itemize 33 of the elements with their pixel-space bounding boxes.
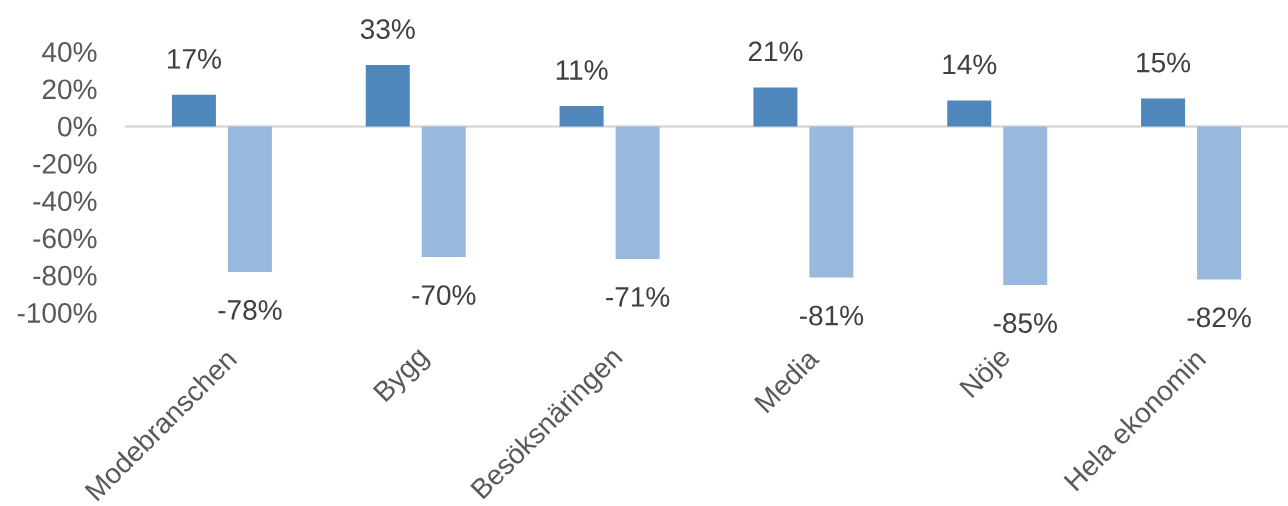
data-label: -85% [993,313,1057,333]
data-label: -81% [799,305,864,326]
data-label: 33% [360,19,415,39]
y-tick-label: 40% [42,42,97,62]
bar [559,106,604,127]
bar [947,100,992,127]
bar [227,126,272,272]
data-label: 11% [556,60,608,80]
bar [753,87,798,127]
bar [421,126,466,258]
data-label: -78% [218,300,282,320]
bar [1003,126,1048,286]
bar [1197,126,1242,280]
data-label: 14% [943,54,997,75]
bar [1141,98,1186,127]
y-tick-label: 0% [58,116,97,137]
y-tick-label: -20% [33,153,97,174]
data-label: 21% [748,41,803,62]
y-tick-label: -60% [33,228,97,249]
data-label: -82% [1187,307,1251,328]
y-tick-label: 20% [42,79,97,100]
data-label: -71% [606,287,670,307]
bar [365,65,410,127]
data-label: 17% [168,49,221,69]
bar [809,126,854,278]
y-tick-label: -80% [33,265,97,286]
y-tick-label: -100% [17,303,97,323]
bar [171,94,216,127]
y-tick-label: -40% [33,191,97,212]
data-label: 15% [1137,52,1191,73]
data-label: -70% [412,285,476,305]
bar [615,126,660,259]
x-tick-label: Nöje [959,351,1009,398]
